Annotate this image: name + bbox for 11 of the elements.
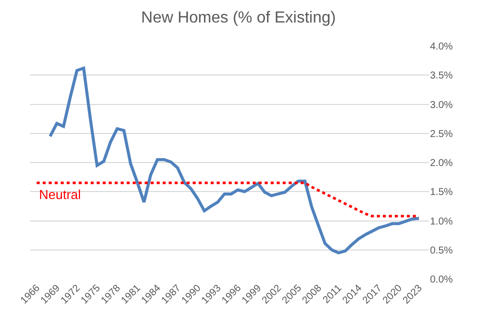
chart-title: New Homes (% of Existing) <box>141 10 336 27</box>
y-tick-label: 2.0% <box>430 158 453 169</box>
y-tick-label: 1.0% <box>430 216 453 228</box>
y-tick-label: 0.0% <box>430 274 453 286</box>
y-tick-label: 1.5% <box>430 187 453 198</box>
y-tick-label: 3.0% <box>430 100 453 111</box>
y-tick-label: 4.0% <box>430 42 453 52</box>
y-tick-label: 3.5% <box>430 70 453 82</box>
series-label: Neutral <box>39 187 82 202</box>
y-tick-label: 0.5% <box>430 245 453 256</box>
y-tick-label: 2.5% <box>430 128 453 140</box>
